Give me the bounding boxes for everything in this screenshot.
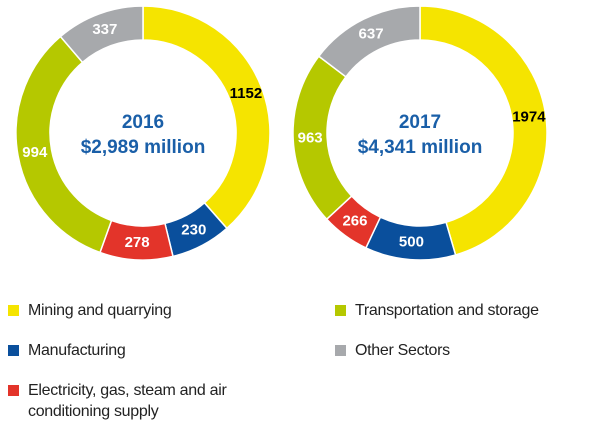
value-label: 1974: [512, 108, 546, 125]
value-label: 337: [92, 21, 117, 38]
donut-segment: [317, 5, 421, 78]
legend-label: Electricity, gas, steam and air conditio…: [28, 382, 227, 420]
legend-item: Mining and quarrying: [8, 300, 228, 321]
center-title: 2017: [399, 112, 441, 133]
center-title: 2016: [122, 112, 164, 133]
chart: 1152 230 278 994 337 2016 $2,989 million 1974 50…: [15, 5, 548, 261]
legend-swatch: [8, 305, 19, 316]
donut-segment: [59, 5, 144, 64]
legend-label: Other Sectors: [355, 342, 450, 359]
value-label: 963: [298, 129, 323, 146]
legend-swatch: [8, 385, 19, 396]
value-label: 278: [125, 234, 150, 251]
donut-segment: [419, 5, 548, 256]
value-label: 266: [342, 213, 367, 230]
legend-label: Transportation and storage: [355, 302, 539, 319]
value-label: 500: [399, 234, 424, 251]
value-label: 637: [359, 25, 384, 42]
legend-item: Electricity, gas, steam and air conditio…: [8, 380, 228, 422]
value-label: 230: [181, 222, 206, 239]
legend-label: Manufacturing: [28, 342, 126, 359]
center-subtitle: $2,989 million: [81, 137, 206, 158]
value-label: 994: [22, 144, 48, 161]
legend-label: Mining and quarrying: [28, 302, 172, 319]
legend-item: Transportation and storage: [335, 300, 555, 321]
center-subtitle: $4,341 million: [358, 137, 483, 158]
legend-item: Manufacturing: [8, 340, 228, 361]
legend-swatch: [8, 345, 19, 356]
legend-item: Other Sectors: [335, 340, 555, 361]
legend-swatch: [335, 345, 346, 356]
value-label: 1152: [230, 85, 263, 102]
legend-swatch: [335, 305, 346, 316]
